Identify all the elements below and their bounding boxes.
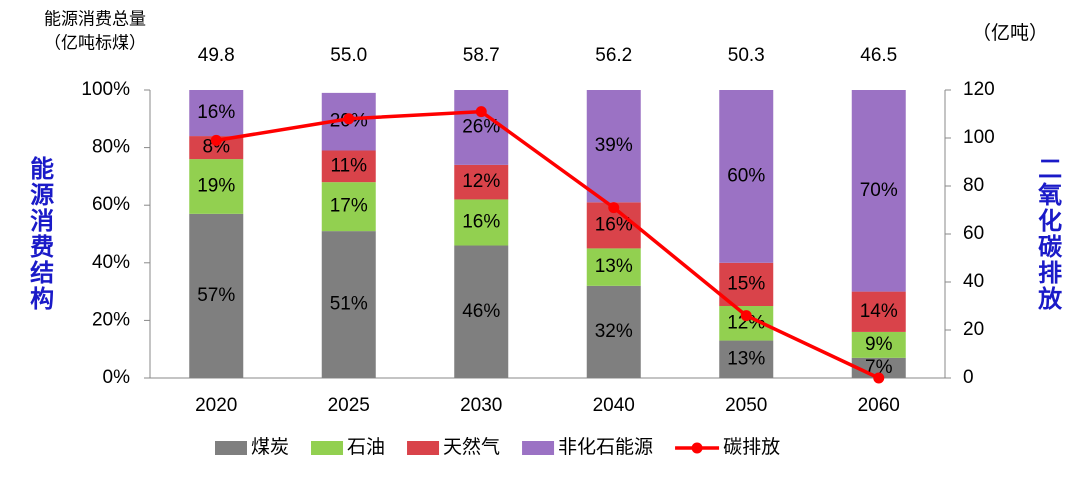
bar-segment (851, 291, 906, 332)
data-label: 17% (330, 196, 368, 217)
data-label: 8% (203, 137, 231, 158)
total-label: 49.8 (198, 45, 235, 66)
legend-label: 非化石能源 (558, 436, 653, 458)
x-tick-label: 2050 (725, 395, 767, 416)
x-tick-label: 2020 (195, 395, 237, 416)
y2-tick-label: 20 (963, 319, 984, 340)
y-tick-label: 100% (81, 79, 130, 100)
bar-segment (586, 90, 641, 203)
emission-marker (608, 202, 620, 214)
data-label: 26% (462, 116, 500, 137)
x-tick-label: 2040 (593, 395, 635, 416)
x-tick-label: 2060 (858, 395, 900, 416)
y2-tick-label: 120 (963, 79, 995, 100)
bar-segment (454, 199, 509, 246)
data-label: 12% (462, 171, 500, 192)
emission-line (215, 109, 880, 380)
bar-segment (851, 90, 906, 292)
y2-tick-label: 40 (963, 271, 984, 292)
bar-segment (719, 340, 774, 378)
y-axis-title: 能源消费结构 (26, 155, 54, 312)
y2-tick-label: 100 (963, 127, 995, 148)
totals-title: （亿吨标煤） (44, 33, 146, 52)
data-label: 7% (865, 357, 893, 378)
emission-marker (210, 134, 222, 146)
legend-swatch (215, 441, 247, 455)
bar-segment (321, 182, 376, 232)
data-label: 19% (197, 175, 235, 196)
data-label: 39% (595, 135, 633, 156)
data-label: 60% (727, 165, 765, 186)
data-label: 11% (330, 155, 367, 176)
bar-segment (851, 331, 906, 358)
legend-label: 碳排放 (723, 436, 780, 458)
x-tick-label: 2025 (328, 395, 370, 416)
bar-segment (586, 248, 641, 286)
data-label: 16% (595, 214, 633, 235)
data-label: 57% (197, 285, 235, 306)
data-label: 13% (595, 256, 633, 277)
data-label: 12% (727, 312, 765, 333)
total-label: 46.5 (860, 45, 897, 66)
y-tick-label: 20% (92, 309, 130, 330)
bar-segment (189, 213, 244, 378)
data-label: 14% (860, 301, 898, 322)
y-tick-label: 0% (103, 367, 131, 388)
x-tick-label: 2030 (460, 395, 502, 416)
y-tick-label: 80% (92, 137, 130, 158)
legend-swatch (311, 441, 344, 455)
data-label: 16% (462, 211, 500, 232)
total-label: 56.2 (595, 45, 632, 66)
data-label: 70% (860, 180, 898, 201)
y2-tick-label: 80 (963, 175, 984, 196)
bar-segment (189, 90, 244, 137)
total-label: 55.0 (330, 45, 367, 66)
legend-label: 石油 (347, 436, 385, 458)
legend-swatch (407, 441, 440, 455)
emission-marker (740, 310, 752, 322)
bar-segment (586, 285, 641, 378)
bar-segment (454, 164, 509, 200)
bar-segment (719, 90, 774, 263)
bar-segment (189, 136, 244, 160)
total-label: 58.7 (463, 45, 500, 66)
data-label: 15% (727, 273, 765, 294)
legend-label: 煤炭 (251, 436, 289, 458)
data-label: 13% (727, 348, 765, 369)
emission-marker (343, 113, 355, 125)
y-tick-label: 60% (92, 194, 130, 215)
emission-marker (475, 106, 487, 118)
y2-tick-label: 0 (963, 367, 974, 388)
legend-swatch (522, 441, 555, 455)
data-label: 46% (462, 301, 500, 322)
y-tick-label: 40% (92, 252, 130, 273)
legend-label: 天然气 (443, 436, 500, 458)
totals-title: 能源消费总量 (44, 9, 146, 28)
data-label: 9% (865, 334, 893, 355)
bar-segment (321, 150, 376, 183)
data-label: 16% (197, 102, 235, 123)
bar-segment (454, 90, 509, 165)
data-label: 32% (595, 321, 633, 342)
bar-segment (189, 159, 244, 214)
bar-segment (454, 245, 509, 378)
emission-marker (873, 372, 885, 384)
legend-marker (691, 442, 703, 454)
y2-tick-label: 60 (963, 223, 984, 244)
y2-axis-title: 二氧化碳排放 (1034, 156, 1063, 312)
y2-unit: （亿吨） (972, 22, 1048, 44)
data-label: 51% (330, 294, 368, 315)
bar-segment (321, 231, 376, 378)
total-label: 50.3 (728, 45, 765, 66)
